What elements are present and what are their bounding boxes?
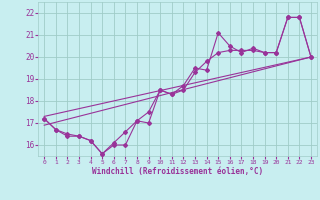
X-axis label: Windchill (Refroidissement éolien,°C): Windchill (Refroidissement éolien,°C) [92, 167, 263, 176]
